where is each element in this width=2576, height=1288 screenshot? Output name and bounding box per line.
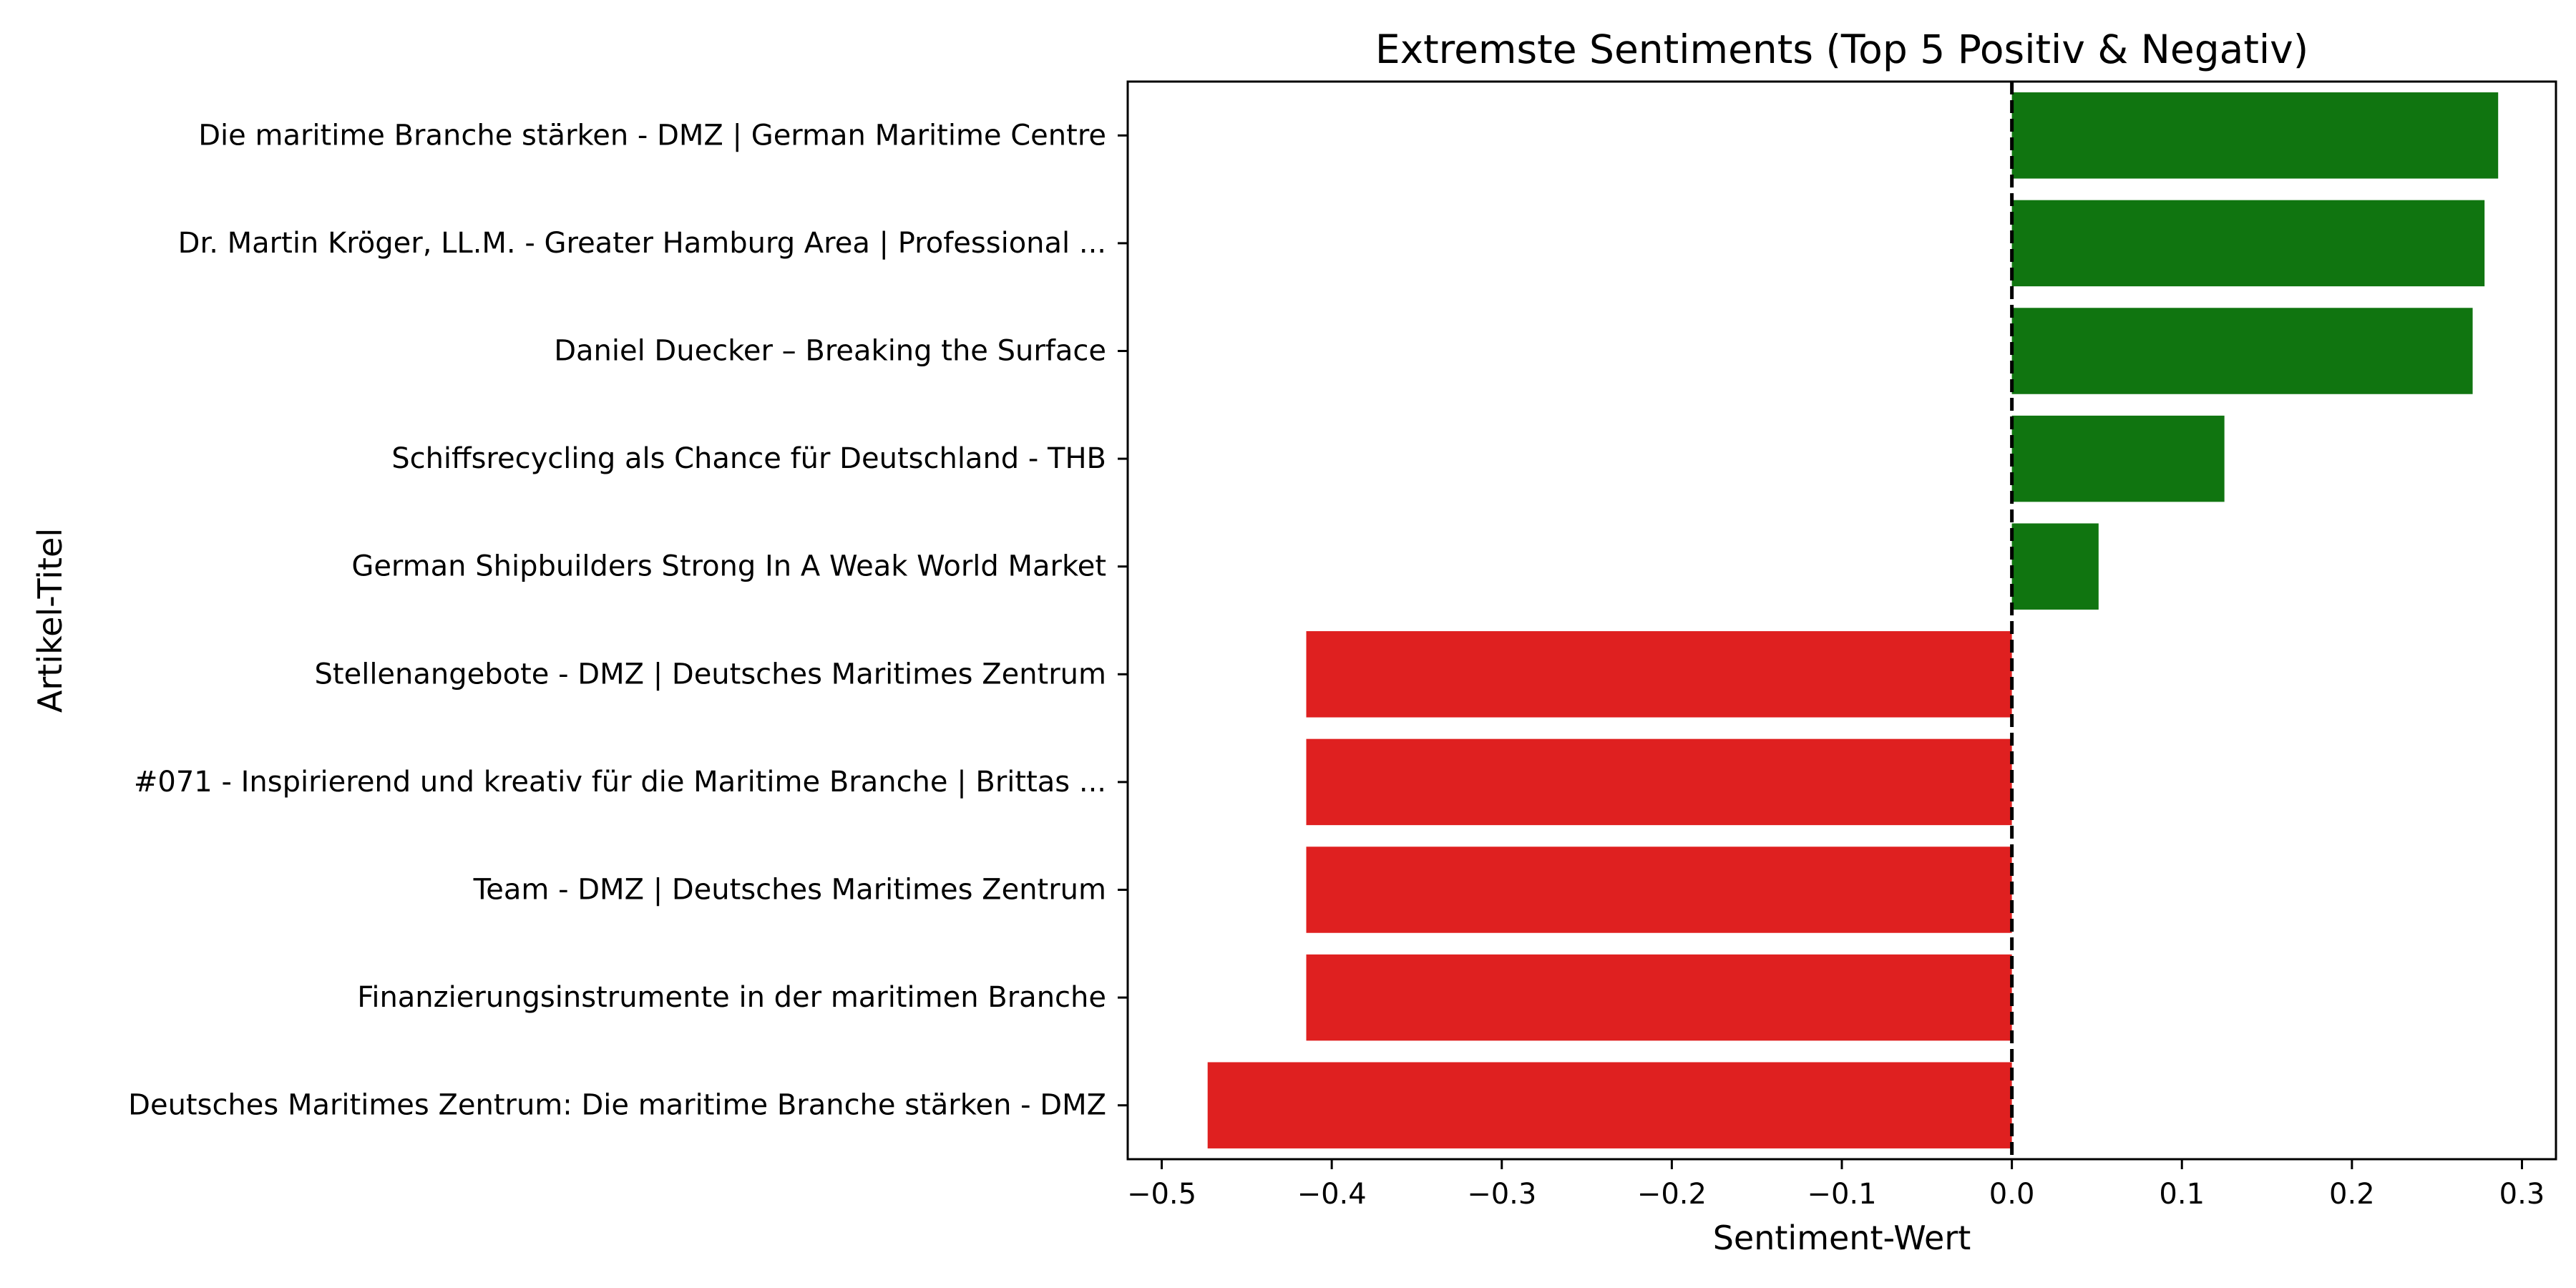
bar: [1306, 631, 2012, 718]
bar: [1306, 954, 2012, 1041]
plot-frame: [1126, 80, 2557, 1161]
y-tick-label: Die maritime Branche stärken - DMZ | Ger…: [198, 119, 1106, 152]
bar: [1306, 847, 2012, 933]
bar: [2011, 200, 2485, 287]
y-axis-ticks: Die maritime Branche stärken - DMZ | Ger…: [128, 119, 1128, 1122]
x-tick-label: −0.5: [1127, 1178, 1196, 1211]
x-tick-label: −0.1: [1807, 1178, 1876, 1211]
y-tick-label: Dr. Martin Kröger, LL.M. - Greater Hambu…: [178, 227, 1106, 260]
x-tick-label: 0.3: [2499, 1178, 2545, 1211]
y-tick-label: Daniel Duecker – Breaking the Surface: [554, 335, 1106, 368]
x-tick-label: −0.3: [1467, 1178, 1536, 1211]
y-tick-label: Finanzierungsinstrumente in der maritime…: [357, 981, 1106, 1014]
bar: [2011, 308, 2473, 394]
bar: [2011, 415, 2225, 502]
bar: [2011, 92, 2499, 179]
x-axis-ticks: −0.5 −0.4 −0.3 −0.2 −0.1 0.0 0.1 0.2 0.3: [1127, 1159, 2545, 1211]
x-tick-label: 0.2: [2329, 1178, 2375, 1211]
bar: [1306, 738, 2012, 826]
bar-group: [1207, 92, 2499, 1148]
chart-title: Extremste Sentiments (Top 5 Positiv & Ne…: [1375, 26, 2308, 72]
y-tick-label: Schiffsrecycling als Chance für Deutschl…: [391, 442, 1106, 475]
y-axis-label: Artikel-Titel: [31, 528, 69, 713]
x-tick-label: 0.1: [2159, 1178, 2205, 1211]
x-tick-label: 0.0: [1989, 1178, 2035, 1211]
x-tick-label: −0.4: [1297, 1178, 1367, 1211]
x-tick-label: −0.2: [1637, 1178, 1707, 1211]
y-tick-label: German Shipbuilders Strong In A Weak Wor…: [351, 550, 1106, 583]
y-tick-label: Deutsches Maritimes Zentrum: Die maritim…: [128, 1089, 1106, 1122]
y-tick-label: #071 - Inspirierend und kreativ für die …: [134, 766, 1106, 799]
x-axis-label: Sentiment-Wert: [1713, 1219, 1971, 1257]
y-tick-label: Stellenangebote - DMZ | Deutsches Mariti…: [315, 658, 1106, 691]
bar: [1207, 1062, 2012, 1148]
y-tick-label: Team - DMZ | Deutsches Maritimes Zentrum: [473, 874, 1106, 907]
bar: [2011, 523, 2099, 610]
